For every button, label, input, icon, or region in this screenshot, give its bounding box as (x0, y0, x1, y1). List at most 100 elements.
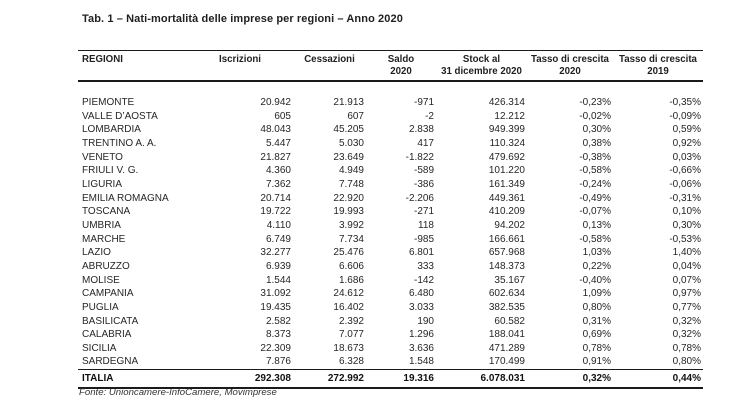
value-cell: 0,10% (672, 206, 701, 218)
value-cell: 2.582 (265, 315, 291, 327)
value-cell: 292.308 (187, 369, 293, 390)
value-cell: -386 (413, 178, 434, 190)
value-cell: 1,03% (582, 247, 611, 259)
value-cell: 60.582 (494, 315, 525, 327)
region-name: EMILIA ROMAGNA (82, 192, 169, 204)
table-row: PIEMONTE 20.942 21.913 -971 426.314 -0,23% -0,… (78, 96, 703, 110)
col-header-tasso-2020: Tasso di crescita 2020 (527, 50, 613, 82)
value-cell: 0,32% (672, 329, 701, 341)
table-row: CAMPANIA 31.092 24.612 6.480 602.634 1,09% 0,9… (78, 287, 703, 301)
region-name: MARCHE (82, 233, 126, 245)
region-name: MOLISE (82, 274, 120, 286)
region-name: LAZIO (82, 247, 111, 259)
region-name: PIEMONTE (82, 97, 135, 108)
value-cell: 35.167 (494, 274, 525, 286)
value-cell: 1,09% (582, 288, 611, 300)
value-cell: 0,31% (582, 315, 611, 327)
value-cell: 479.692 (488, 151, 525, 163)
col-header-saldo-2020: Saldo 2020 (366, 50, 436, 82)
region-name: CALABRIA (82, 329, 132, 341)
spacer-row (78, 81, 703, 96)
value-cell: -271 (413, 206, 434, 218)
table-row: SARDEGNA 7.876 6.328 1.548 170.499 0,91% 0,80% (78, 355, 703, 369)
value-cell: -0,66% (669, 165, 701, 177)
value-cell: 166.661 (488, 233, 525, 245)
value-cell: -142 (413, 274, 434, 286)
value-cell: 7.362 (265, 178, 291, 190)
table-row: MOLISE 1.544 1.686 -142 35.167 -0,40% 0,07% (78, 274, 703, 288)
value-cell: 7.734 (338, 233, 364, 245)
value-cell: 32.277 (260, 247, 291, 259)
table-row: LAZIO 32.277 25.476 6.801 657.968 1,03% 1,40% (78, 246, 703, 260)
value-cell: 0,30% (582, 124, 611, 136)
region-name: ABRUZZO (82, 260, 130, 272)
region-name: VALLE D’AOSTA (82, 110, 158, 122)
value-cell: 2.838 (408, 124, 434, 136)
col-header-stock: Stock al 31 dicembre 2020 (436, 50, 527, 82)
value-cell: 19.435 (260, 301, 291, 313)
value-cell: 3.033 (408, 301, 434, 313)
value-cell: 190 (417, 315, 434, 327)
value-cell: 6.480 (408, 288, 434, 300)
region-name: TOSCANA (82, 206, 131, 218)
value-cell: 417 (417, 137, 434, 149)
value-cell: 110.324 (489, 137, 525, 149)
spacer-cell (78, 81, 703, 96)
value-cell: 94.202 (494, 219, 525, 231)
value-cell: 7.077 (338, 329, 364, 341)
value-cell: 0,13% (582, 219, 611, 231)
value-cell: 20.942 (260, 97, 291, 108)
source-note: Fonte: Unioncamere-InfoCamere, Movimpres… (79, 387, 277, 398)
region-name: BASILICATA (82, 315, 139, 327)
value-cell: -0,58% (579, 165, 611, 177)
value-cell: 4.949 (338, 165, 364, 177)
value-cell: 24.612 (333, 288, 364, 300)
value-cell: 0,03% (672, 151, 701, 163)
value-cell: 19.993 (333, 206, 364, 218)
value-cell: 1.544 (265, 274, 291, 286)
value-cell: 6.939 (265, 260, 291, 272)
value-cell: 0,38% (582, 137, 611, 149)
table-row: LIGURIA 7.362 7.748 -386 161.349 -0,24% -0,06% (78, 178, 703, 192)
regions-table: REGIONI Iscrizioni Cessazioni Saldo 2020… (78, 50, 703, 390)
value-cell: 657.968 (488, 247, 525, 259)
value-cell: 949.399 (488, 124, 525, 136)
value-cell: -0,09% (669, 110, 701, 122)
value-cell: -0,49% (579, 192, 611, 204)
value-cell: 3.992 (338, 219, 364, 231)
value-cell: -0,24% (579, 178, 611, 190)
table-row: MARCHE 6.749 7.734 -985 166.661 -0,58% -0,53% (78, 233, 703, 247)
value-cell: 382.535 (488, 301, 525, 313)
table-row: VALLE D’AOSTA 605 607 -2 12.212 -0,02% -0,09% (78, 110, 703, 124)
value-cell: 6.801 (408, 247, 434, 259)
value-cell: 16.402 (333, 301, 364, 313)
value-cell: 0,80% (582, 301, 611, 313)
value-cell: -971 (413, 97, 434, 108)
table-row: FRIULI V. G. 4.360 4.949 -589 101.220 -0,58% -… (78, 164, 703, 178)
value-cell: 0,80% (672, 356, 701, 368)
value-cell: 426.314 (488, 97, 525, 108)
value-cell: 21.827 (260, 151, 291, 163)
value-cell: 0,92% (672, 137, 701, 149)
region-name: LIGURIA (82, 178, 123, 190)
value-cell: 0,97% (672, 288, 701, 300)
value-cell: -0,31% (669, 192, 701, 204)
table-row: PUGLIA 19.435 16.402 3.033 382.535 0,80% 0,77% (78, 301, 703, 315)
value-cell: 8.373 (265, 329, 291, 341)
table-row: UMBRIA 4.110 3.992 118 94.202 0,13% 0,30% (78, 219, 703, 233)
value-cell: 4.360 (265, 165, 291, 177)
region-name: ITALIA (78, 369, 187, 390)
header-row: REGIONI Iscrizioni Cessazioni Saldo 2020… (78, 50, 703, 82)
value-cell: -0,38% (579, 151, 611, 163)
table-row: ABRUZZO 6.939 6.606 333 148.373 0,22% 0,04% (78, 260, 703, 274)
table-title: Tab. 1 – Nati-mortalità delle imprese pe… (82, 13, 403, 25)
value-cell: 23.649 (333, 151, 364, 163)
value-cell: 4.110 (266, 219, 291, 231)
value-cell: 18.673 (333, 342, 364, 354)
value-cell: 19.316 (366, 369, 436, 390)
value-cell: 5.447 (265, 137, 291, 149)
value-cell: 0,07% (672, 274, 701, 286)
table-row: TRENTINO A. A. 5.447 5.030 417 110.324 0,38% 0… (78, 137, 703, 151)
value-cell: 0,69% (582, 329, 611, 341)
